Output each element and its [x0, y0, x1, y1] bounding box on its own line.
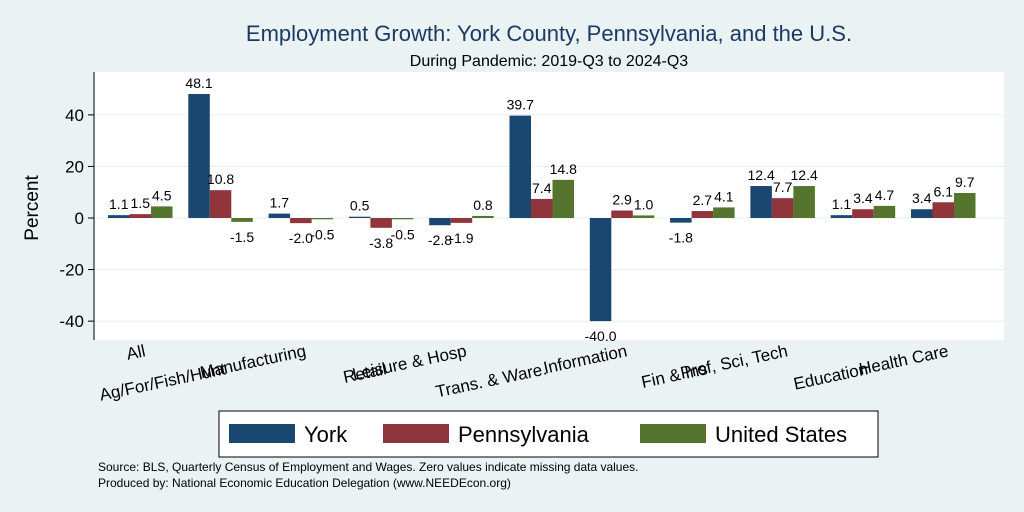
legend-swatch-united-states: [640, 424, 706, 443]
y-axis-ticks: -40 -20 0 20 40: [59, 106, 94, 331]
x-tick-label-prof-sci-tech: Prof, Sci, Tech: [679, 341, 790, 382]
data-label-york: 39.7: [507, 97, 534, 113]
data-label-york: 12.4: [748, 167, 775, 183]
legend-swatch-york: [229, 424, 295, 443]
data-label-york: 1.1: [109, 196, 129, 212]
data-label-pennsylvania: 2.7: [693, 192, 713, 208]
data-label-pennsylvania: 3.4: [853, 190, 873, 206]
x-tick-label-trans-ware: Trans. & Ware.: [434, 359, 549, 401]
data-label-york: 3.4: [912, 190, 932, 206]
chart-title: Employment Growth: York County, Pennsylv…: [246, 21, 852, 46]
y-tick-label: 40: [65, 106, 84, 125]
y-tick-label: 0: [75, 209, 84, 228]
data-label-united-states: 0.8: [473, 197, 493, 213]
data-label-york: -2.8: [428, 232, 452, 248]
data-label-united-states: -0.5: [310, 226, 334, 242]
data-label-pennsylvania: 1.5: [131, 195, 151, 211]
legend-label-united-states: United States: [715, 422, 847, 447]
bar-pennsylvania-health-care: [932, 202, 954, 218]
data-label-pennsylvania: 2.9: [612, 192, 632, 208]
bar-york-health-care: [911, 209, 933, 218]
y-tick-label: -40: [59, 312, 84, 331]
x-tick-label-all: All: [125, 341, 147, 364]
bar-york-education: [830, 215, 853, 218]
data-label-pennsylvania: -1.9: [449, 230, 473, 246]
bar-york-retail: [348, 216, 371, 218]
data-label-pennsylvania: 7.7: [773, 179, 793, 195]
bar-united-states-all: [151, 206, 173, 218]
bar-united-states-education: [873, 205, 896, 218]
data-label-york: -1.8: [669, 230, 693, 246]
bar-pennsylvania-leisure-hosp: [450, 218, 473, 223]
data-label-united-states: 1.0: [634, 196, 654, 212]
bar-united-states-ag-for-fish-hunt: [231, 218, 253, 222]
legend-label-pennsylvania: Pennsylvania: [458, 422, 590, 447]
x-tick-label-information: Information: [542, 341, 629, 377]
legend-box: [218, 410, 879, 458]
data-label-united-states: 4.1: [714, 188, 734, 204]
data-label-united-states: 4.7: [875, 187, 895, 203]
bar-pennsylvania-manufacturing: [290, 218, 312, 224]
bar-united-states-fin-ins: [713, 207, 735, 218]
data-label-pennsylvania: -2.0: [289, 230, 313, 246]
data-label-united-states: 14.8: [550, 161, 577, 177]
data-label-united-states: -0.5: [391, 226, 415, 242]
bar-york-manufacturing: [268, 213, 291, 218]
bar-pennsylvania-trans-ware: [531, 198, 553, 218]
bar-york-ag-for-fish-hunt: [188, 93, 210, 218]
bar-pennsylvania-all: [129, 214, 151, 218]
x-tick-label-manufacturing: Manufacturing: [198, 341, 307, 382]
data-label-york: 0.5: [350, 198, 370, 214]
data-label-york: 1.7: [270, 195, 290, 211]
data-label-york: -40.0: [585, 328, 617, 344]
bar-york-trans-ware: [509, 115, 531, 218]
bar-united-states-manufacturing: [311, 218, 334, 220]
y-tick-label: -20: [59, 261, 84, 280]
bar-pennsylvania-fin-ins: [691, 211, 714, 218]
produced-by-note: Produced by: National Economic Education…: [98, 476, 511, 490]
bar-value-labels: 1.148.11.7 0.5-2.839.7-40.0-1.812.41.1 3.4…: [109, 75, 975, 344]
bar-united-states-leisure-hosp: [472, 215, 494, 218]
bar-york-information: [589, 218, 612, 322]
bar-united-states-prof-sci-tech: [793, 186, 815, 218]
bar-united-states-trans-ware: [552, 179, 574, 218]
bar-york-fin-ins: [670, 218, 692, 223]
bar-york-all: [108, 215, 130, 218]
bar-united-states-retail: [391, 218, 414, 220]
data-label-pennsylvania: 10.8: [207, 171, 234, 187]
bar-york-prof-sci-tech: [750, 186, 772, 218]
bar-pennsylvania-retail: [370, 218, 392, 228]
data-label-united-states: -1.5: [230, 229, 254, 245]
data-label-united-states: 4.5: [152, 187, 172, 203]
bar-united-states-health-care: [954, 192, 976, 218]
bar-pennsylvania-prof-sci-tech: [771, 198, 794, 218]
data-label-york: 48.1: [185, 75, 212, 91]
legend-label-york: York: [304, 422, 348, 447]
data-label-york: 1.1: [832, 196, 852, 212]
bars: [108, 93, 976, 322]
bar-pennsylvania-education: [852, 209, 874, 218]
data-label-pennsylvania: 7.4: [532, 180, 552, 196]
x-tick-label-health-care: Health Care: [857, 341, 950, 378]
bar-united-states-information: [632, 215, 655, 218]
y-axis-title: Percent: [22, 175, 43, 241]
legend: York Pennsylvania United States: [218, 410, 879, 458]
data-label-pennsylvania: 6.1: [934, 183, 954, 199]
bar-york-leisure-hosp: [429, 218, 451, 226]
data-label-united-states: 9.7: [955, 174, 975, 190]
x-tick-label-leisure-hosp: Leisure & Hosp: [351, 341, 469, 384]
source-note: Source: BLS, Quarterly Census of Employm…: [98, 460, 638, 474]
y-tick-label: 20: [65, 157, 84, 176]
data-label-united-states: 12.4: [791, 167, 818, 183]
legend-swatch-pennsylvania: [383, 424, 449, 443]
bar-pennsylvania-ag-for-fish-hunt: [209, 190, 232, 218]
bar-pennsylvania-information: [611, 210, 633, 218]
data-label-pennsylvania: -3.8: [369, 235, 393, 251]
chart-subtitle: During Pandemic: 2019-Q3 to 2024-Q3: [410, 53, 688, 70]
